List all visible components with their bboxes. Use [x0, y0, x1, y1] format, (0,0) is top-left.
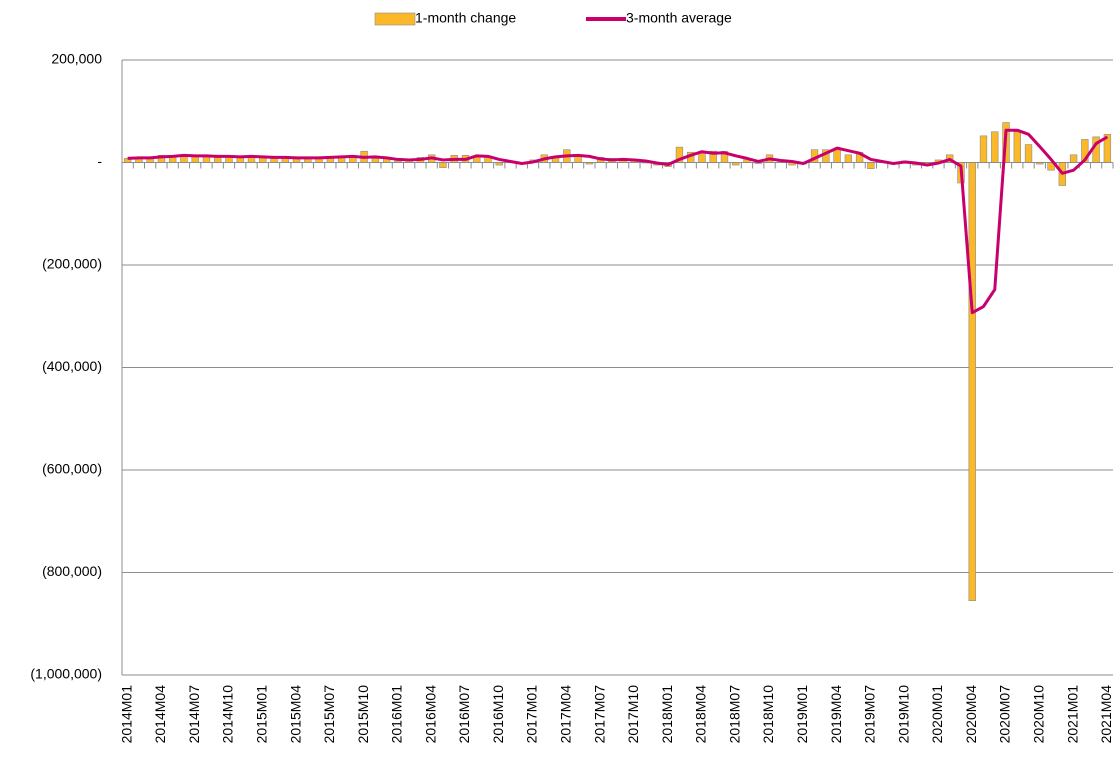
- x-tick-label: 2014M07: [186, 685, 202, 744]
- y-tick-label: (400,000): [42, 358, 102, 374]
- x-tick-label: 2017M04: [558, 685, 574, 744]
- legend: 1-month change 3-month average: [374, 10, 732, 26]
- bar: [371, 158, 380, 163]
- bar: [867, 162, 875, 169]
- x-tick-label: 2020M04: [963, 685, 979, 744]
- x-tick-label: 2018M04: [693, 685, 709, 744]
- x-tick-label: 2016M10: [490, 685, 506, 744]
- y-tick-label: 200,000: [51, 51, 102, 67]
- x-tick-label: 2015M10: [355, 685, 371, 744]
- x-tick-label: 2016M04: [422, 685, 438, 744]
- x-tick-label: 2017M10: [625, 685, 641, 744]
- y-tick-label: -: [97, 153, 102, 169]
- x-tick-label: 2021M01: [1064, 685, 1080, 744]
- y-tick-label: (1,000,000): [30, 666, 102, 682]
- x-tick-label: 2017M07: [591, 685, 607, 744]
- x-tick-label: 2018M07: [726, 685, 742, 744]
- x-tick-label: 2016M01: [389, 685, 405, 744]
- x-tick-label: 2015M07: [321, 685, 337, 744]
- line: [127, 128, 1109, 315]
- x-tick-label: 2019M07: [862, 685, 878, 744]
- x-tick-label: 2015M04: [287, 685, 303, 744]
- x-tick-label: 2016M07: [456, 685, 472, 744]
- bar: [698, 152, 706, 163]
- y-tick-label: (200,000): [42, 256, 102, 272]
- legend-swatch: [374, 12, 416, 26]
- bar: [1024, 144, 1033, 163]
- bar: [439, 162, 447, 168]
- x-tick-label: 2020M01: [929, 685, 945, 744]
- x-tick-label: 2014M01: [118, 685, 134, 744]
- legend-label: 1-month change: [415, 10, 516, 26]
- x-tick-label: 2015M01: [253, 685, 269, 744]
- bar: [1069, 154, 1078, 163]
- bar: [968, 162, 976, 601]
- bar: [979, 135, 988, 163]
- x-tick-label: 2020M10: [1031, 685, 1047, 744]
- x-tick-label: 2014M04: [152, 685, 168, 744]
- bar: [1013, 131, 1021, 163]
- x-tick-label: 2020M07: [997, 685, 1013, 744]
- x-tick-label: 2019M01: [794, 685, 810, 744]
- x-tick-label: 2017M01: [524, 685, 540, 744]
- bar: [991, 131, 999, 163]
- x-tick-label: 2019M04: [828, 685, 844, 744]
- x-tick-label: 2018M10: [760, 685, 776, 744]
- x-tick-label: 2014M10: [220, 685, 236, 744]
- x-tick-label: 2018M01: [659, 685, 675, 744]
- y-tick-label: (600,000): [42, 461, 102, 477]
- x-tick-label: 2019M10: [895, 685, 911, 744]
- x-tick-label: 2021M04: [1098, 685, 1114, 744]
- bar: [844, 154, 853, 163]
- bar: [214, 157, 222, 163]
- y-tick-label: (800,000): [42, 563, 102, 579]
- legend-label: 3-month average: [626, 10, 732, 26]
